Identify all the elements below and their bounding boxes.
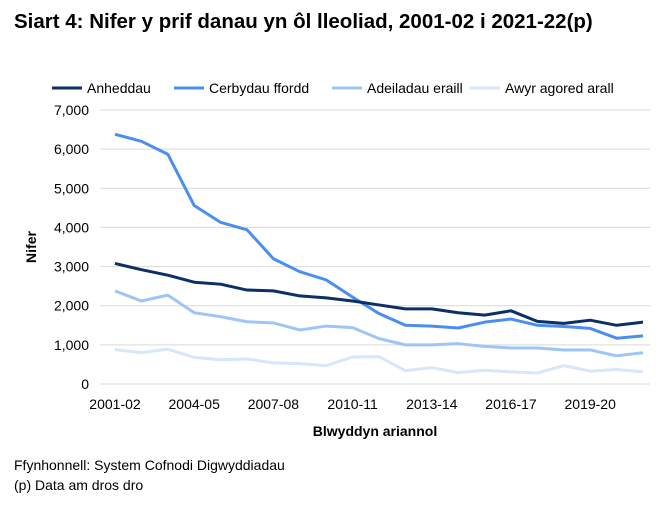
provisional-note: (p) Data am dros dro: [14, 477, 144, 493]
y-axis-label: Nifer: [23, 231, 39, 263]
source-note: Ffynhonnell: System Cofnodi Digwyddiadau: [14, 457, 285, 473]
y-tick-label: 3,000: [54, 259, 89, 275]
x-tick-label: 2013-14: [406, 396, 458, 412]
series-line-cerbydau-ffordd: [114, 132, 644, 340]
chart-title: Siart 4: Nifer y prif danau yn ôl lleoli…: [14, 10, 593, 33]
y-tick-label: 4,000: [54, 219, 89, 235]
x-tick-label: 2001-02: [89, 396, 141, 412]
x-tick-label: 2019-20: [565, 396, 617, 412]
y-tick-label: 0: [81, 376, 89, 392]
legend-label: Awyr agored arall: [505, 80, 614, 96]
legend-label: Anheddau: [87, 80, 151, 96]
series-line-adeiladau-eraill: [114, 289, 644, 358]
y-tick-label: 6,000: [54, 141, 89, 157]
legend-label: Cerbydau ffordd: [209, 80, 309, 96]
series-line-anheddau: [114, 261, 644, 327]
legend-label: Adeiladau eraill: [367, 80, 463, 96]
y-tick-label: 5,000: [54, 180, 89, 196]
x-tick-label: 2004-05: [169, 396, 221, 412]
x-tick-label: 2010-11: [327, 396, 378, 412]
y-tick-label: 7,000: [54, 102, 89, 118]
y-tick-label: 2,000: [54, 298, 89, 314]
series-line-awyr-agored-arall: [114, 347, 644, 375]
x-axis-label: Blwyddyn ariannol: [313, 423, 437, 439]
x-tick-label: 2007-08: [248, 396, 300, 412]
y-tick-label: 1,000: [54, 337, 89, 353]
x-tick-label: 2016-17: [485, 396, 537, 412]
